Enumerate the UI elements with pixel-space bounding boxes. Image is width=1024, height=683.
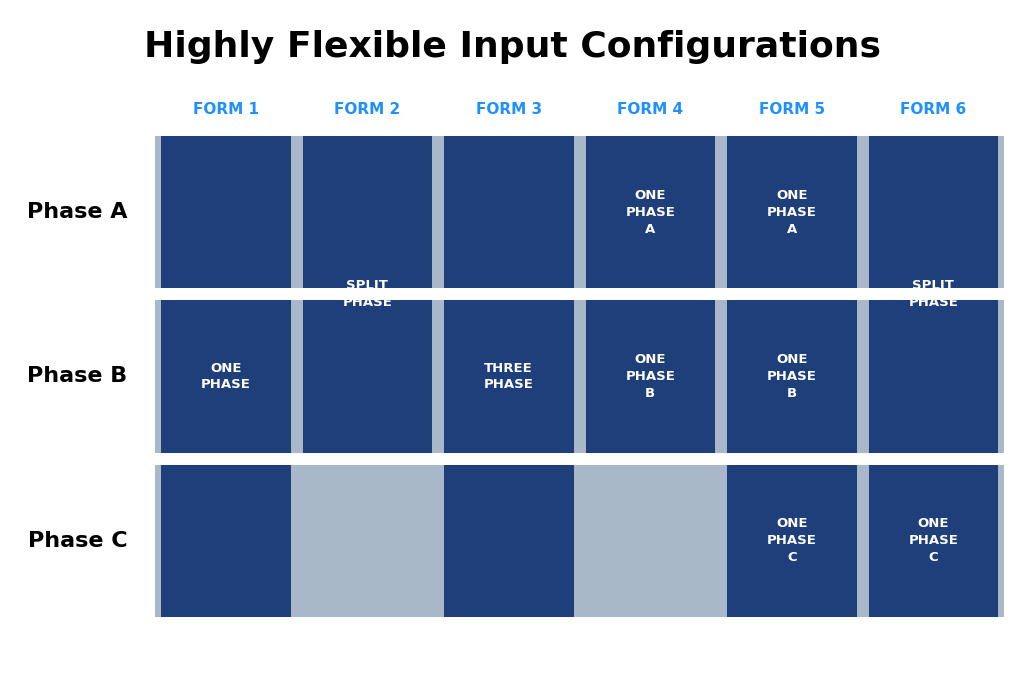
Bar	[580, 453, 721, 464]
Bar	[727, 464, 856, 617]
Bar	[444, 136, 573, 617]
Bar	[868, 464, 998, 617]
Bar	[721, 453, 862, 464]
Text: SPLIT
PHASE: SPLIT PHASE	[908, 279, 958, 309]
Text: FORM 6: FORM 6	[900, 102, 967, 117]
Text: ONE
PHASE
A: ONE PHASE A	[626, 189, 675, 236]
Bar	[444, 453, 573, 464]
Text: FORM 2: FORM 2	[334, 102, 400, 117]
Bar	[161, 453, 291, 464]
Bar	[868, 136, 998, 453]
Text: THREE
PHASE: THREE PHASE	[483, 361, 534, 391]
Bar	[727, 136, 856, 288]
Text: ONE
PHASE
A: ONE PHASE A	[767, 189, 817, 236]
Bar	[302, 288, 432, 301]
Text: FORM 3: FORM 3	[476, 102, 542, 117]
Text: ONE
PHASE
B: ONE PHASE B	[767, 353, 817, 400]
Bar	[155, 301, 1004, 453]
Bar	[868, 288, 998, 301]
Text: ONE
PHASE
C: ONE PHASE C	[767, 517, 817, 564]
Bar	[302, 136, 432, 453]
Bar	[586, 136, 715, 288]
Bar	[862, 453, 1004, 464]
Text: SPLIT
PHASE: SPLIT PHASE	[342, 279, 392, 309]
Text: ONE
PHASE
B: ONE PHASE B	[626, 353, 675, 400]
Bar	[161, 136, 291, 617]
Text: Highly Flexible Input Configurations: Highly Flexible Input Configurations	[143, 30, 881, 64]
Bar	[155, 464, 1004, 617]
Bar	[580, 288, 721, 301]
Text: ONE
PHASE
C: ONE PHASE C	[908, 517, 958, 564]
Bar	[721, 288, 862, 301]
Text: ONE
PHASE: ONE PHASE	[201, 361, 251, 391]
Bar	[155, 136, 1004, 288]
Bar	[297, 453, 438, 464]
Text: FORM 5: FORM 5	[759, 102, 824, 117]
Bar	[586, 301, 715, 453]
Text: Phase A: Phase A	[28, 202, 128, 222]
Text: FORM 1: FORM 1	[193, 102, 259, 117]
Bar	[161, 288, 291, 301]
Text: FORM 4: FORM 4	[617, 102, 683, 117]
Text: Phase C: Phase C	[28, 531, 127, 550]
Bar	[727, 301, 856, 453]
Text: Phase B: Phase B	[28, 367, 128, 387]
Bar	[444, 288, 573, 301]
